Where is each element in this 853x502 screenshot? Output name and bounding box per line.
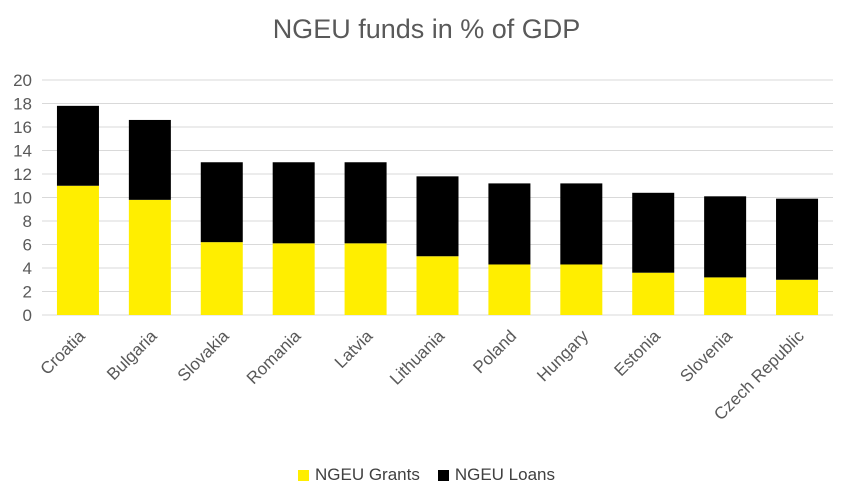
bar-loans [416, 176, 459, 257]
bar-grants [56, 185, 99, 315]
x-tick-label: Croatia [37, 326, 90, 379]
y-tick-label: 10 [13, 189, 32, 208]
bar-grants [776, 279, 819, 315]
x-tick-label: Bulgaria [103, 326, 161, 384]
x-tick-label: Slovenia [676, 326, 736, 386]
bar-loans [200, 162, 243, 243]
y-tick-label: 14 [13, 142, 32, 161]
y-tick-label: 8 [23, 212, 32, 231]
legend-label-grants: NGEU Grants [314, 465, 420, 484]
y-tick-label: 0 [23, 306, 32, 325]
chart-title: NGEU funds in % of GDP [272, 14, 581, 44]
bar-loans [56, 105, 99, 186]
bar-grants [560, 264, 603, 315]
bar-grants [416, 256, 459, 315]
y-tick-label: 2 [23, 283, 32, 302]
x-tick-label: Estonia [611, 326, 665, 380]
bar-grants [200, 242, 243, 315]
legend-swatch-grants [297, 469, 309, 481]
y-tick-label: 16 [13, 118, 32, 137]
x-tick-label: Latvia [331, 326, 377, 372]
x-tick-label: Poland [469, 326, 520, 377]
x-tick-label: Slovakia [174, 326, 233, 385]
bar-grants [632, 272, 675, 315]
bar-loans [272, 162, 315, 244]
legend-label-loans: NGEU Loans [454, 465, 556, 484]
legend-item-grants: NGEU Grants [297, 465, 420, 485]
bar-loans [704, 196, 747, 278]
y-tick-label: 12 [13, 165, 32, 184]
bar-loans [560, 183, 603, 265]
bar-grants [704, 277, 747, 315]
bar-grants [272, 243, 315, 315]
y-tick-label: 4 [23, 259, 32, 278]
y-tick-label: 18 [13, 95, 32, 114]
legend-swatch-loans [437, 469, 449, 481]
x-tick-label: Romania [243, 326, 305, 388]
y-tick-label: 6 [23, 236, 32, 255]
bar-grants [128, 199, 171, 315]
bar-loans [488, 183, 531, 265]
x-tick-label: Lithuania [386, 326, 449, 389]
x-tick-label: Hungary [533, 326, 592, 385]
bar-loans [632, 192, 675, 273]
bar-grants [488, 264, 531, 315]
legend: NGEU Grants NGEU Loans [0, 465, 853, 485]
legend-item-loans: NGEU Loans [437, 465, 556, 485]
bar-loans [776, 198, 819, 280]
y-tick-label: 20 [13, 71, 32, 90]
bar-loans [344, 162, 387, 244]
bar-loans [128, 119, 171, 200]
bar-grants [344, 243, 387, 315]
